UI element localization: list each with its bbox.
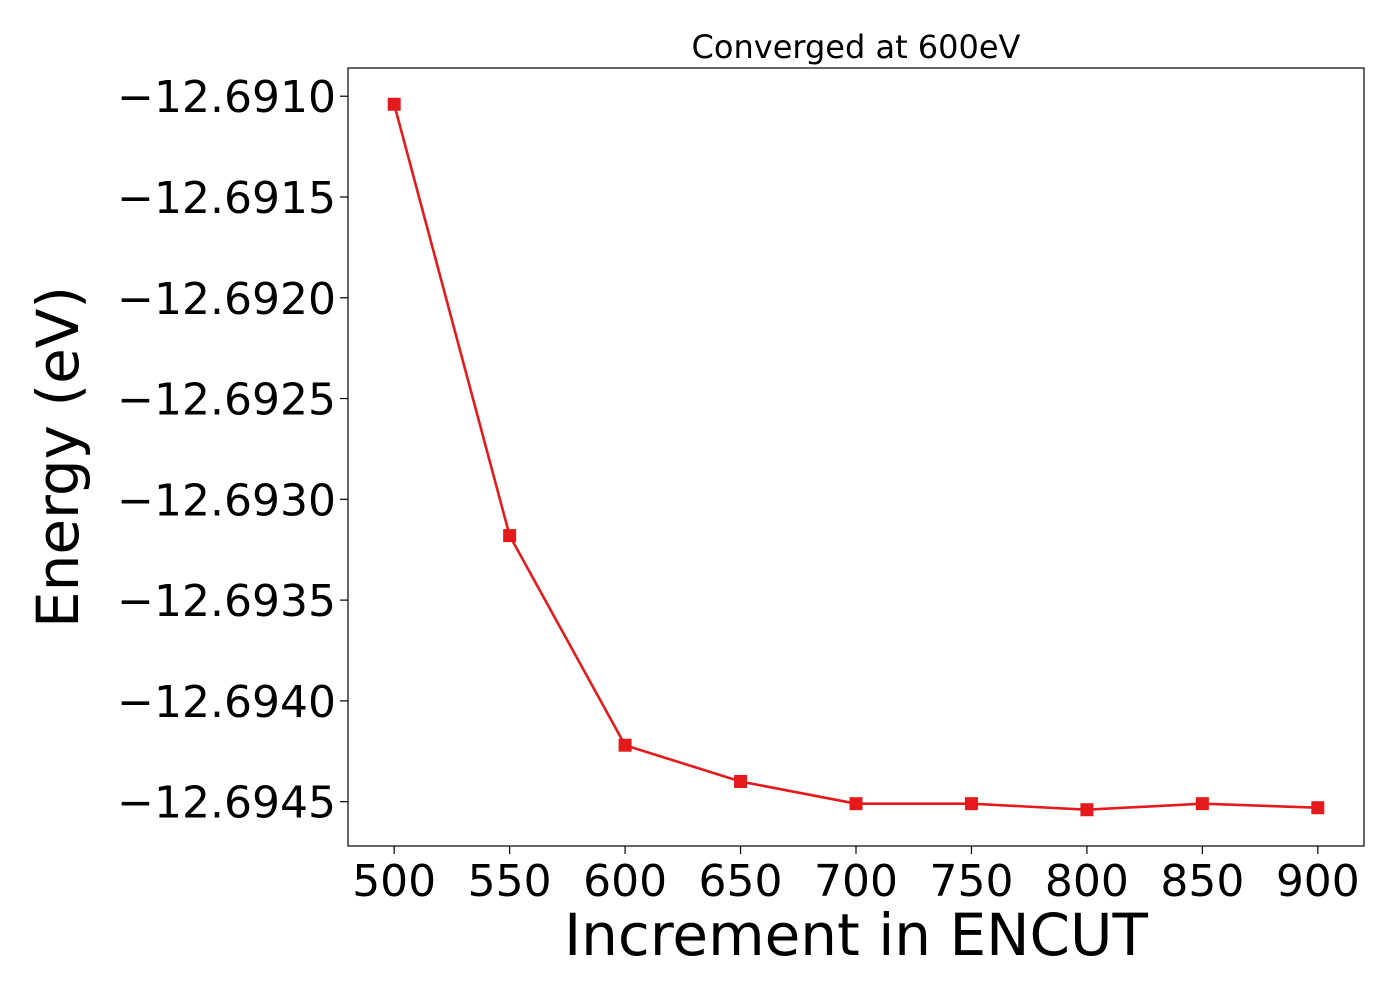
- data-point-marker: [1311, 801, 1325, 815]
- data-point-marker: [1080, 803, 1094, 817]
- y-tick-label: −12.6935: [117, 576, 336, 627]
- x-tick-label: 500: [352, 856, 436, 907]
- x-tick-label: 600: [583, 856, 667, 907]
- x-tick-label: 900: [1276, 856, 1360, 907]
- ticks-layer: 500 550 600 650 700 750 800 850 900 −12.6910 −12.6…: [117, 72, 1360, 907]
- x-tick-label: 800: [1045, 856, 1129, 907]
- x-axis-label: Increment in ENCUT: [564, 901, 1148, 969]
- chart-title: Converged at 600eV: [692, 28, 1021, 66]
- y-tick-label: −12.6910: [117, 72, 336, 123]
- y-tick-label: −12.6915: [117, 173, 336, 224]
- data-point-marker: [387, 97, 401, 111]
- y-tick-label: −12.6925: [117, 375, 336, 426]
- data-point-marker: [849, 797, 863, 811]
- x-tick-label: 700: [814, 856, 898, 907]
- series-line: [392, 103, 1318, 812]
- marks-layer: [387, 97, 1325, 817]
- data-point-marker: [734, 775, 748, 789]
- y-tick-label: −12.6930: [117, 475, 336, 526]
- y-tick-label: −12.6940: [117, 677, 336, 728]
- data-point-marker: [1195, 797, 1209, 811]
- x-tick-label: 650: [699, 856, 783, 907]
- y-tick-label: −12.6945: [117, 778, 336, 829]
- x-tick-label: 850: [1160, 856, 1244, 907]
- x-tick-label: 750: [929, 856, 1013, 907]
- y-tick-label: −12.6920: [117, 274, 336, 325]
- data-point-marker: [618, 738, 632, 752]
- data-point-marker: [503, 529, 517, 543]
- data-point-marker: [964, 797, 978, 811]
- x-tick-label: 550: [468, 856, 552, 907]
- plot-frame: [347, 67, 1365, 847]
- y-axis-label: Energy (eV): [24, 286, 92, 628]
